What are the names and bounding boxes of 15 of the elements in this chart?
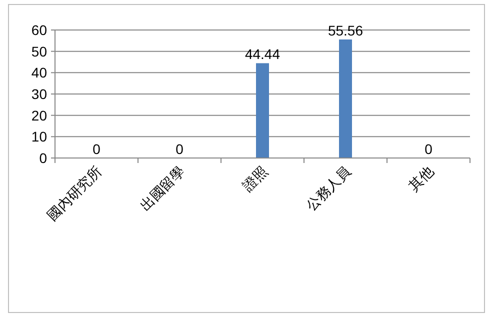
data-label: 0 <box>176 141 184 157</box>
y-tick-label: 30 <box>31 86 48 102</box>
data-label: 55.56 <box>328 22 364 38</box>
x-tick-label: 出國留學 <box>136 162 188 214</box>
y-tick-label: 20 <box>31 107 48 124</box>
y-tick-label: 50 <box>31 43 48 60</box>
data-label: 0 <box>92 141 101 157</box>
y-tick-label: 40 <box>31 64 48 81</box>
y-tick-label: 60 <box>31 22 48 38</box>
data-label: 0 <box>424 141 433 157</box>
x-tick-label: 公務人員 <box>302 162 354 214</box>
x-tick-label: 其他 <box>406 162 437 194</box>
data-label: 44.44 <box>244 46 280 62</box>
y-tick-label: 10 <box>31 128 48 145</box>
x-tick-label: 證照 <box>240 162 271 194</box>
